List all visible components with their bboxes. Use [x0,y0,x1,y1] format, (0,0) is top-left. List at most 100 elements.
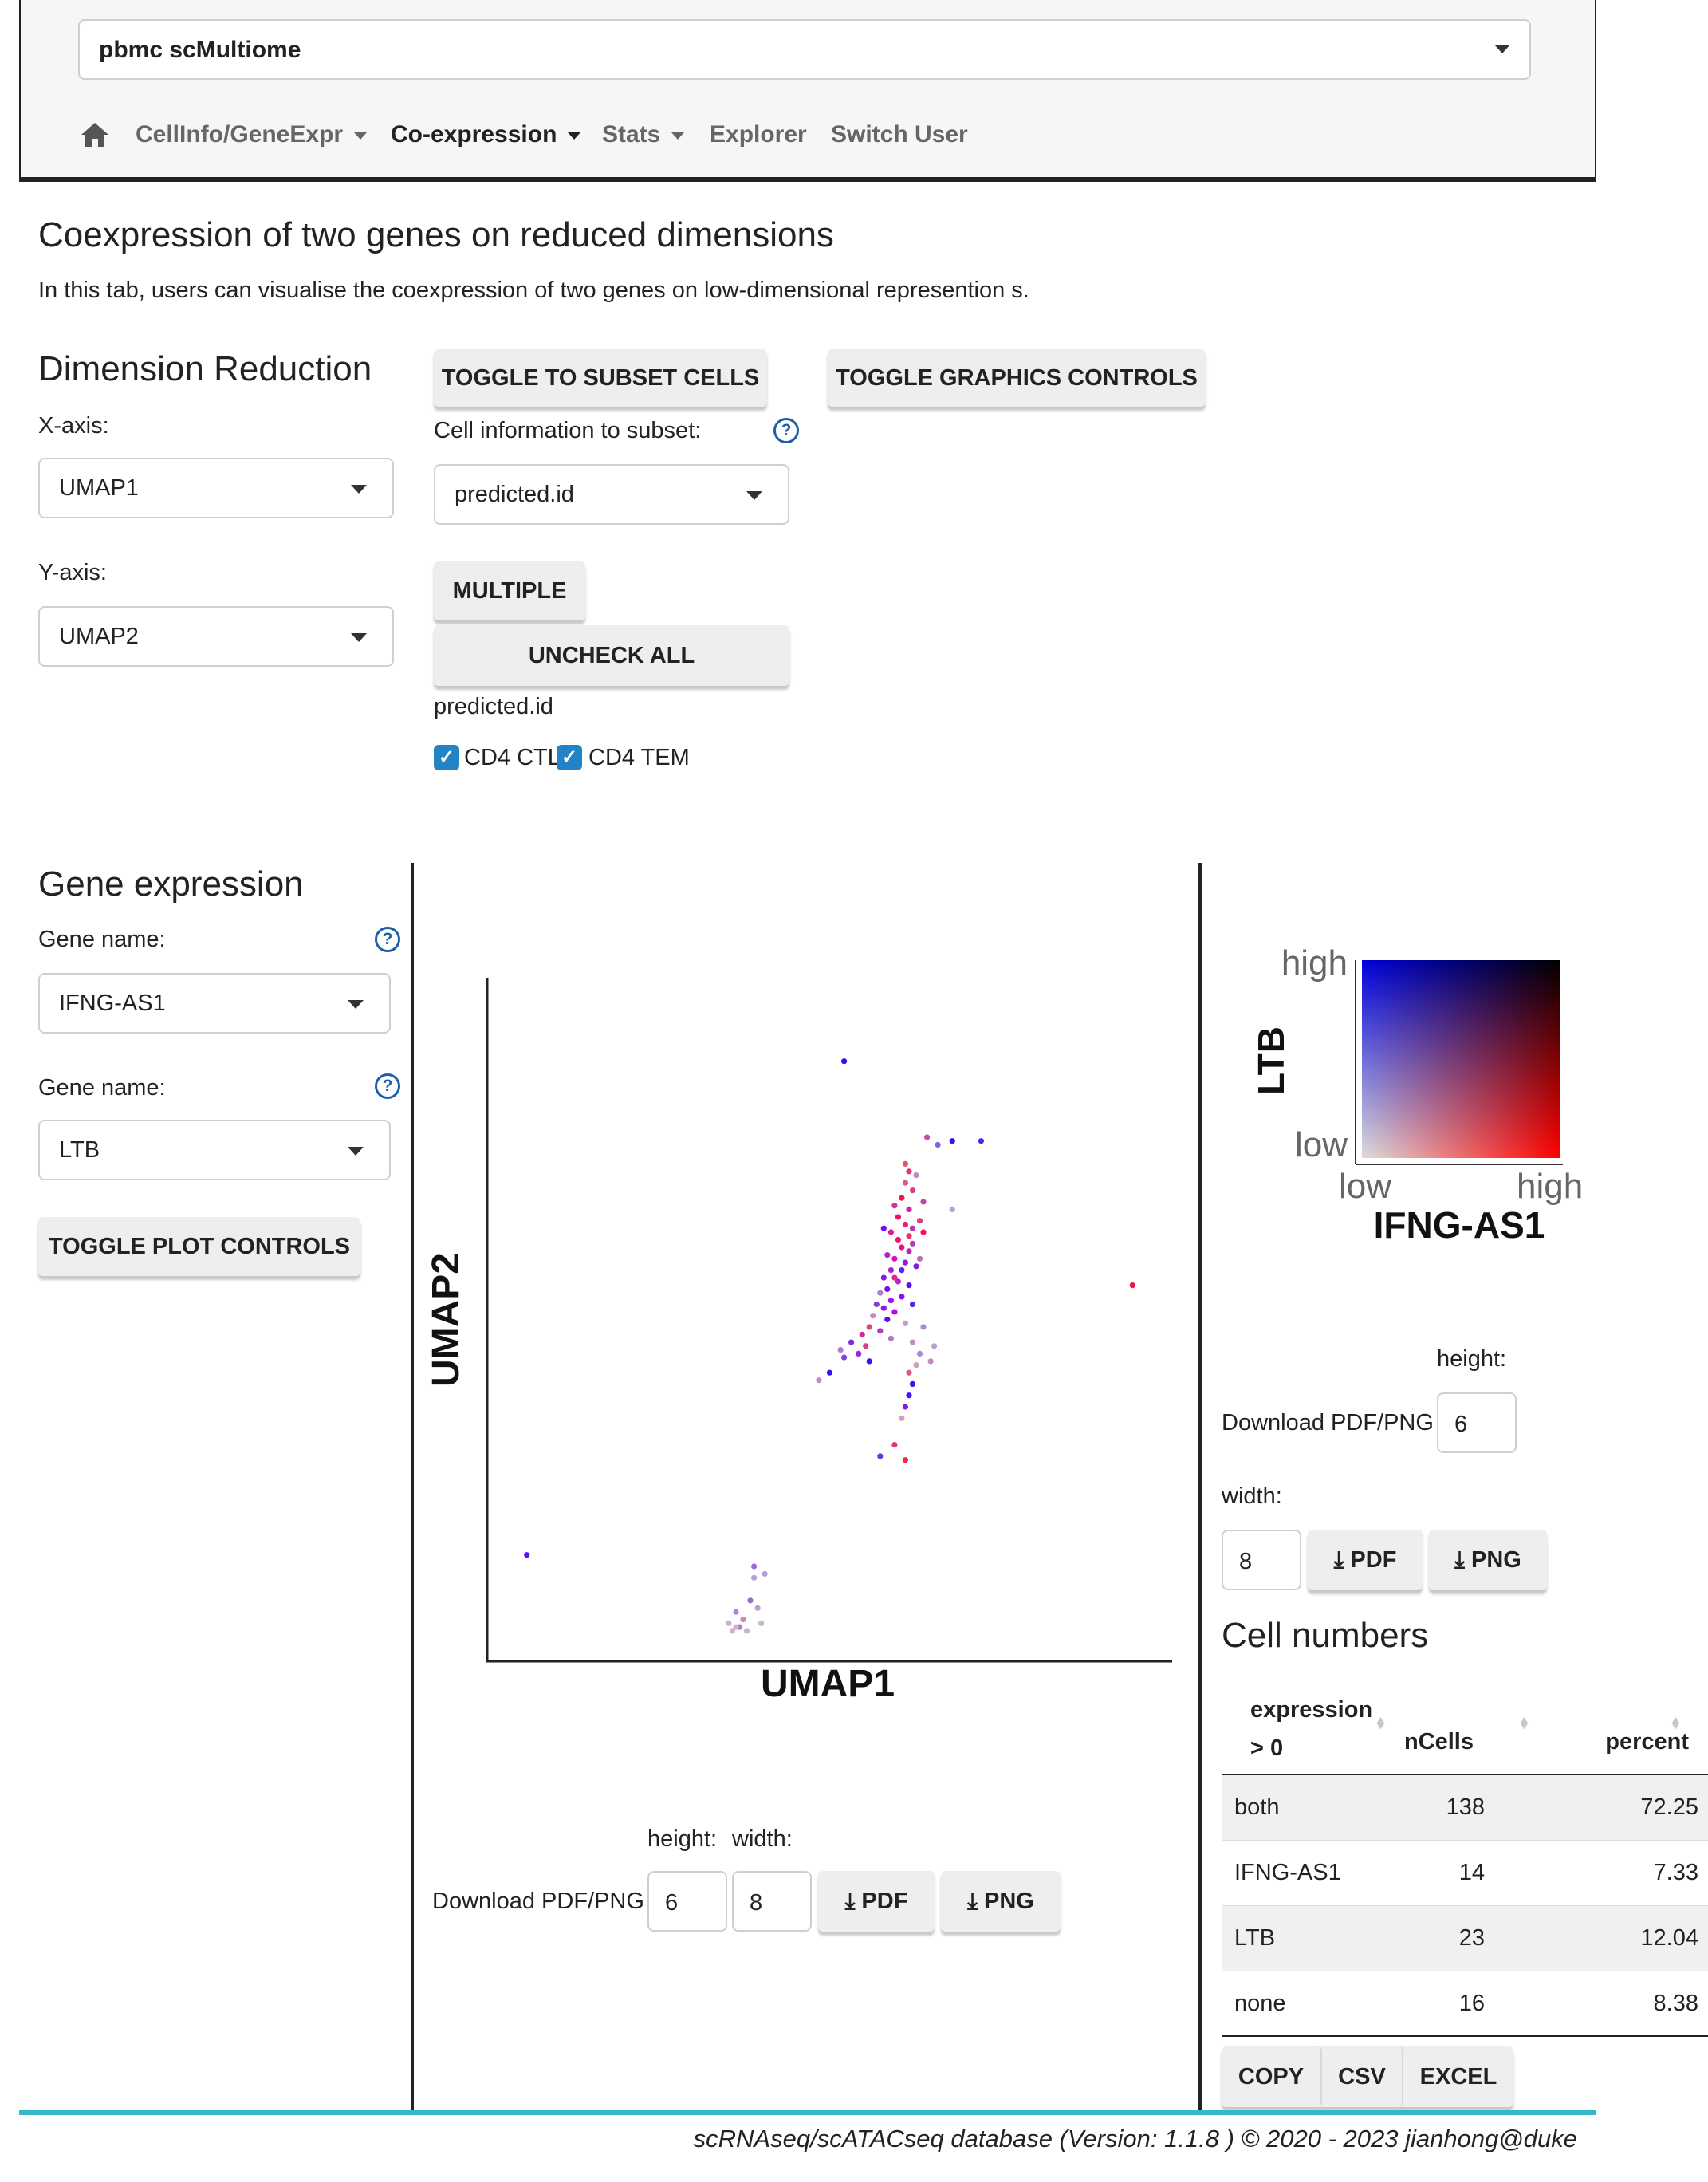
home-icon[interactable] [80,121,110,148]
nav-co-expression[interactable]: Co-expression [391,121,581,148]
download-icon: ⤓ [1454,1546,1465,1573]
umap-point [877,1453,884,1459]
legend-width-input[interactable]: 8 [1222,1530,1301,1590]
umap-point [899,1267,905,1274]
cell-ncells: 16 [1458,1991,1485,2016]
umap-point [743,1628,750,1634]
umap-point [902,1221,908,1228]
column-header-percent[interactable]: percent [1605,1729,1689,1755]
download-icon: ⤓ [967,1888,978,1914]
nav-explorer[interactable]: Explorer [710,121,807,148]
umap-point [870,1313,876,1319]
umap-point [902,1404,908,1410]
legend-pdf-button[interactable]: ⤓ PDF [1308,1530,1423,1590]
umap-point [916,1255,923,1262]
cell-percent: 8.38 [1653,1991,1698,2016]
x-axis-select[interactable]: UMAP1 [38,458,394,518]
umap-point [884,1286,891,1292]
x-axis-value: UMAP1 [59,475,139,501]
legend-pdf-label: PDF [1350,1546,1397,1573]
x-axis-label: X-axis: [38,413,109,439]
umap-point [913,1263,919,1270]
nav-switch-user[interactable]: Switch User [831,121,968,148]
nav-cellinfo-geneexpr[interactable]: CellInfo/GeneExpr [136,121,368,148]
umap-point [899,1195,905,1201]
table-row: IFNG-AS1 14 7.33 [1222,1841,1708,1906]
plot-height-input[interactable]: 6 [647,1871,727,1932]
column-divider [1198,863,1202,2112]
umap-point [913,1362,919,1369]
umap-point [949,1206,955,1212]
cell-expression: IFNG-AS1 [1234,1860,1341,1885]
plot-width-label: width: [732,1826,793,1852]
umap-point [873,1301,880,1308]
umap-point [1129,1282,1135,1289]
umap-point [902,1320,908,1326]
umap-point [841,1058,848,1065]
plot-pdf-button[interactable]: ⤓ PDF [818,1871,935,1932]
column-header-ncells[interactable]: nCells [1403,1729,1474,1755]
umap-point [866,1324,872,1330]
umap-point [913,1172,919,1179]
legend-height-input[interactable]: 6 [1437,1392,1517,1453]
cell-expression: both [1234,1794,1280,1820]
toggle-subset-cells-button[interactable]: TOGGLE TO SUBSET CELLS [434,349,767,407]
legend-width-label: width: [1222,1483,1282,1509]
help-icon[interactable]: ? [375,927,400,952]
cell-ncells: 23 [1458,1925,1485,1951]
footer-divider [19,2110,1596,2115]
umap-point [920,1324,927,1330]
y-axis-select[interactable]: UMAP2 [38,606,394,667]
nav-stats[interactable]: Stats [602,121,685,148]
dataset-select[interactable]: pbmc scMultiome [78,19,1531,80]
chevron-down-icon [568,132,581,140]
plot-png-button[interactable]: ⤓ PNG [941,1871,1061,1932]
umap-point [916,1350,923,1357]
uncheck-all-button[interactable]: UNCHECK ALL [434,625,789,686]
gene1-select[interactable]: IFNG-AS1 [38,973,391,1034]
chevron-down-icon [351,485,367,494]
umap-point [931,1343,938,1349]
column-header-expression[interactable]: expression > 0 [1250,1697,1373,1761]
excel-button[interactable]: EXCEL [1403,2046,1513,2107]
legend-png-button[interactable]: ⤓ PNG [1429,1530,1547,1590]
gene2-select[interactable]: LTB [38,1120,391,1180]
umap-point [863,1343,869,1349]
plot-download-label: Download PDF/PNG [432,1889,644,1914]
checkbox-cd4-ctl[interactable]: ✓ [434,745,459,770]
umap-point [859,1331,865,1338]
coexpression-color-legend: high low low high IFNG-AS1 LTB [1250,943,1583,1246]
sort-icon[interactable]: ⬧ [1671,1711,1680,1733]
table-export-buttons: COPY CSV EXCEL [1222,2046,1513,2107]
umap-point [891,1309,898,1315]
toggle-graphics-controls-button[interactable]: TOGGLE GRAPHICS CONTROLS [828,349,1206,407]
sort-icon[interactable]: ⬧ [1520,1711,1529,1733]
nav-explorer-label: Explorer [710,121,807,148]
umap-point [899,1294,905,1300]
umap-point [909,1301,916,1308]
umap-point [877,1290,884,1296]
umap-point [902,1259,908,1266]
umap-x-label: UMAP1 [761,1663,895,1705]
multiple-button[interactable]: MULTIPLE [434,561,585,620]
umap-point [906,1282,912,1289]
cell-ncells: 14 [1458,1860,1485,1885]
y-axis-label: Y-axis: [38,560,107,585]
page-title: Coexpression of two genes on reduced dim… [38,215,834,254]
column-divider [411,863,414,2112]
nav-cellinfo-label: CellInfo/GeneExpr [136,121,344,148]
checkbox-cd4-tem[interactable]: ✓ [557,745,582,770]
toggle-plot-controls-button[interactable]: TOGGLE PLOT CONTROLS [38,1217,360,1276]
cell-information-select[interactable]: predicted.id [434,464,789,525]
sort-icon[interactable]: ⬧ [1376,1711,1385,1733]
table-row: LTB 23 12.04 [1222,1906,1708,1971]
csv-button[interactable]: CSV [1322,2046,1403,2107]
umap-point [891,1255,898,1262]
copy-button[interactable]: COPY [1222,2046,1322,2107]
umap-point [866,1358,872,1365]
help-icon[interactable]: ? [375,1073,400,1099]
umap-point [909,1339,916,1345]
help-icon[interactable]: ? [773,418,799,443]
umap-points [524,1058,1135,1634]
plot-width-input[interactable]: 8 [732,1871,812,1932]
